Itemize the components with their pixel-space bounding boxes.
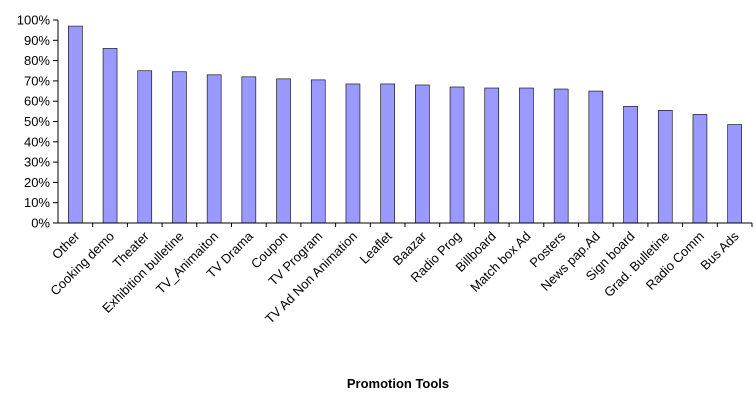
bar bbox=[380, 83, 395, 224]
y-tick-label: 40% bbox=[24, 134, 50, 149]
y-tick-label: 60% bbox=[24, 94, 50, 109]
y-tick-label: 90% bbox=[24, 33, 50, 48]
bar bbox=[102, 48, 118, 224]
bar bbox=[588, 90, 604, 224]
bar bbox=[553, 88, 569, 224]
x-tick-label: Leaflet bbox=[357, 228, 395, 266]
y-tick-label: 0% bbox=[31, 216, 50, 231]
x-axis-title: Promotion Tools bbox=[347, 376, 449, 391]
x-tick-label: Bus Ads bbox=[697, 228, 742, 273]
bar bbox=[657, 110, 673, 224]
y-tick-label: 20% bbox=[24, 175, 50, 190]
bar bbox=[276, 78, 291, 224]
bar bbox=[449, 86, 465, 224]
bar bbox=[727, 124, 742, 224]
y-axis-ticks: 0% 10% 20% 30% 40% 50% 60% 70% 80% 90% 100% bbox=[17, 13, 58, 231]
bar bbox=[68, 25, 83, 224]
bar bbox=[623, 105, 638, 224]
bar bbox=[692, 114, 708, 224]
y-tick-label: 100% bbox=[17, 13, 51, 28]
bar bbox=[137, 70, 153, 224]
y-tick-label: 70% bbox=[24, 73, 50, 88]
bar bbox=[519, 87, 534, 224]
y-tick-label: 50% bbox=[24, 114, 50, 129]
bar bbox=[484, 87, 500, 224]
bar bbox=[310, 79, 326, 224]
y-tick-label: 80% bbox=[24, 53, 50, 68]
bar bbox=[415, 84, 430, 224]
y-tick-label: 10% bbox=[24, 195, 50, 210]
bar bbox=[241, 76, 257, 224]
bar bbox=[345, 83, 361, 224]
y-tick-label: 30% bbox=[24, 155, 50, 170]
bar bbox=[172, 71, 187, 224]
bars bbox=[68, 25, 742, 224]
bar bbox=[206, 74, 222, 224]
